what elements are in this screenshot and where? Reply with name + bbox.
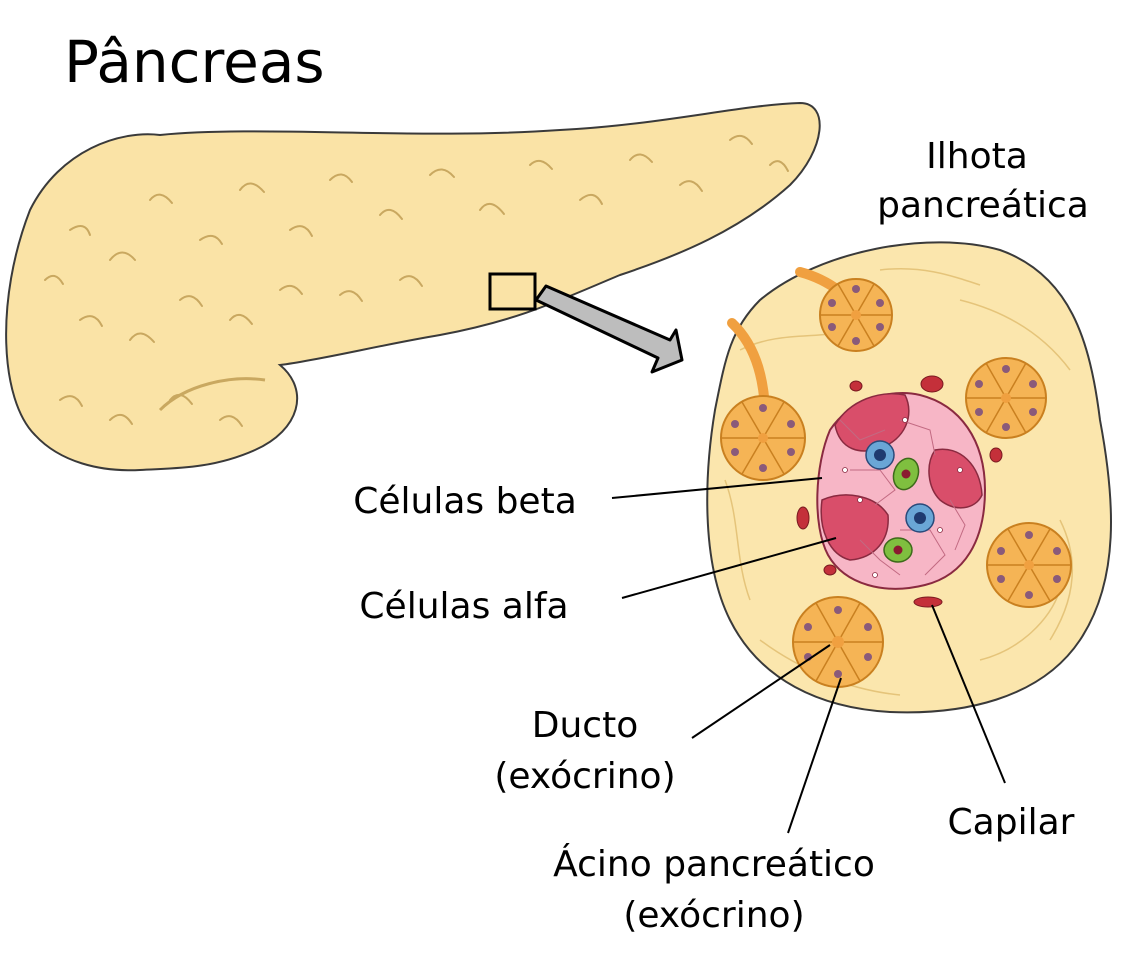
islet-section [706,241,1113,714]
acinus-top [819,278,893,352]
acinus-left [720,395,806,481]
green-cell-2 [883,537,913,563]
label-beta-cells: Células beta [353,481,577,522]
acinus-right [986,522,1072,608]
pancreas-body [5,101,821,472]
label-duct-line2: (exócrino) [494,756,675,797]
leader-lines [611,477,1006,834]
acinus-top-right [965,357,1047,439]
beta-cell-2 [905,503,935,533]
islet-capillary-dots [842,417,963,578]
acinus-bottom [792,596,884,688]
beta-cell-1 [865,440,895,470]
label-acinus-line1: Ácino pancreático [553,843,875,885]
pancreas-organ [5,101,821,472]
alpha-cell-cluster-right [928,448,983,509]
zoom-box [488,272,537,311]
label-duct-line1: Ducto [532,705,638,746]
label-islet-line2: pancreática [877,185,1089,226]
pancreas-lobule-marks [44,134,789,427]
islet [816,392,987,590]
leader-duct [691,644,831,739]
label-capillary: Capilar [948,802,1075,843]
zoom-arrow [534,284,684,374]
alpha-cell-cluster-left [820,494,889,561]
leader-capillary [931,604,1006,784]
leader-acinus [787,677,842,834]
label-islet-line1: Ilhota [926,136,1028,177]
label-alpha-cells: Células alfa [359,586,568,627]
label-acinus-line2: (exócrino) [623,895,804,936]
leader-beta [611,477,823,499]
green-cell-1 [892,457,920,491]
capillaries [796,375,1003,608]
leader-alpha [621,537,837,599]
diagram-title: Pâncreas [64,28,325,96]
